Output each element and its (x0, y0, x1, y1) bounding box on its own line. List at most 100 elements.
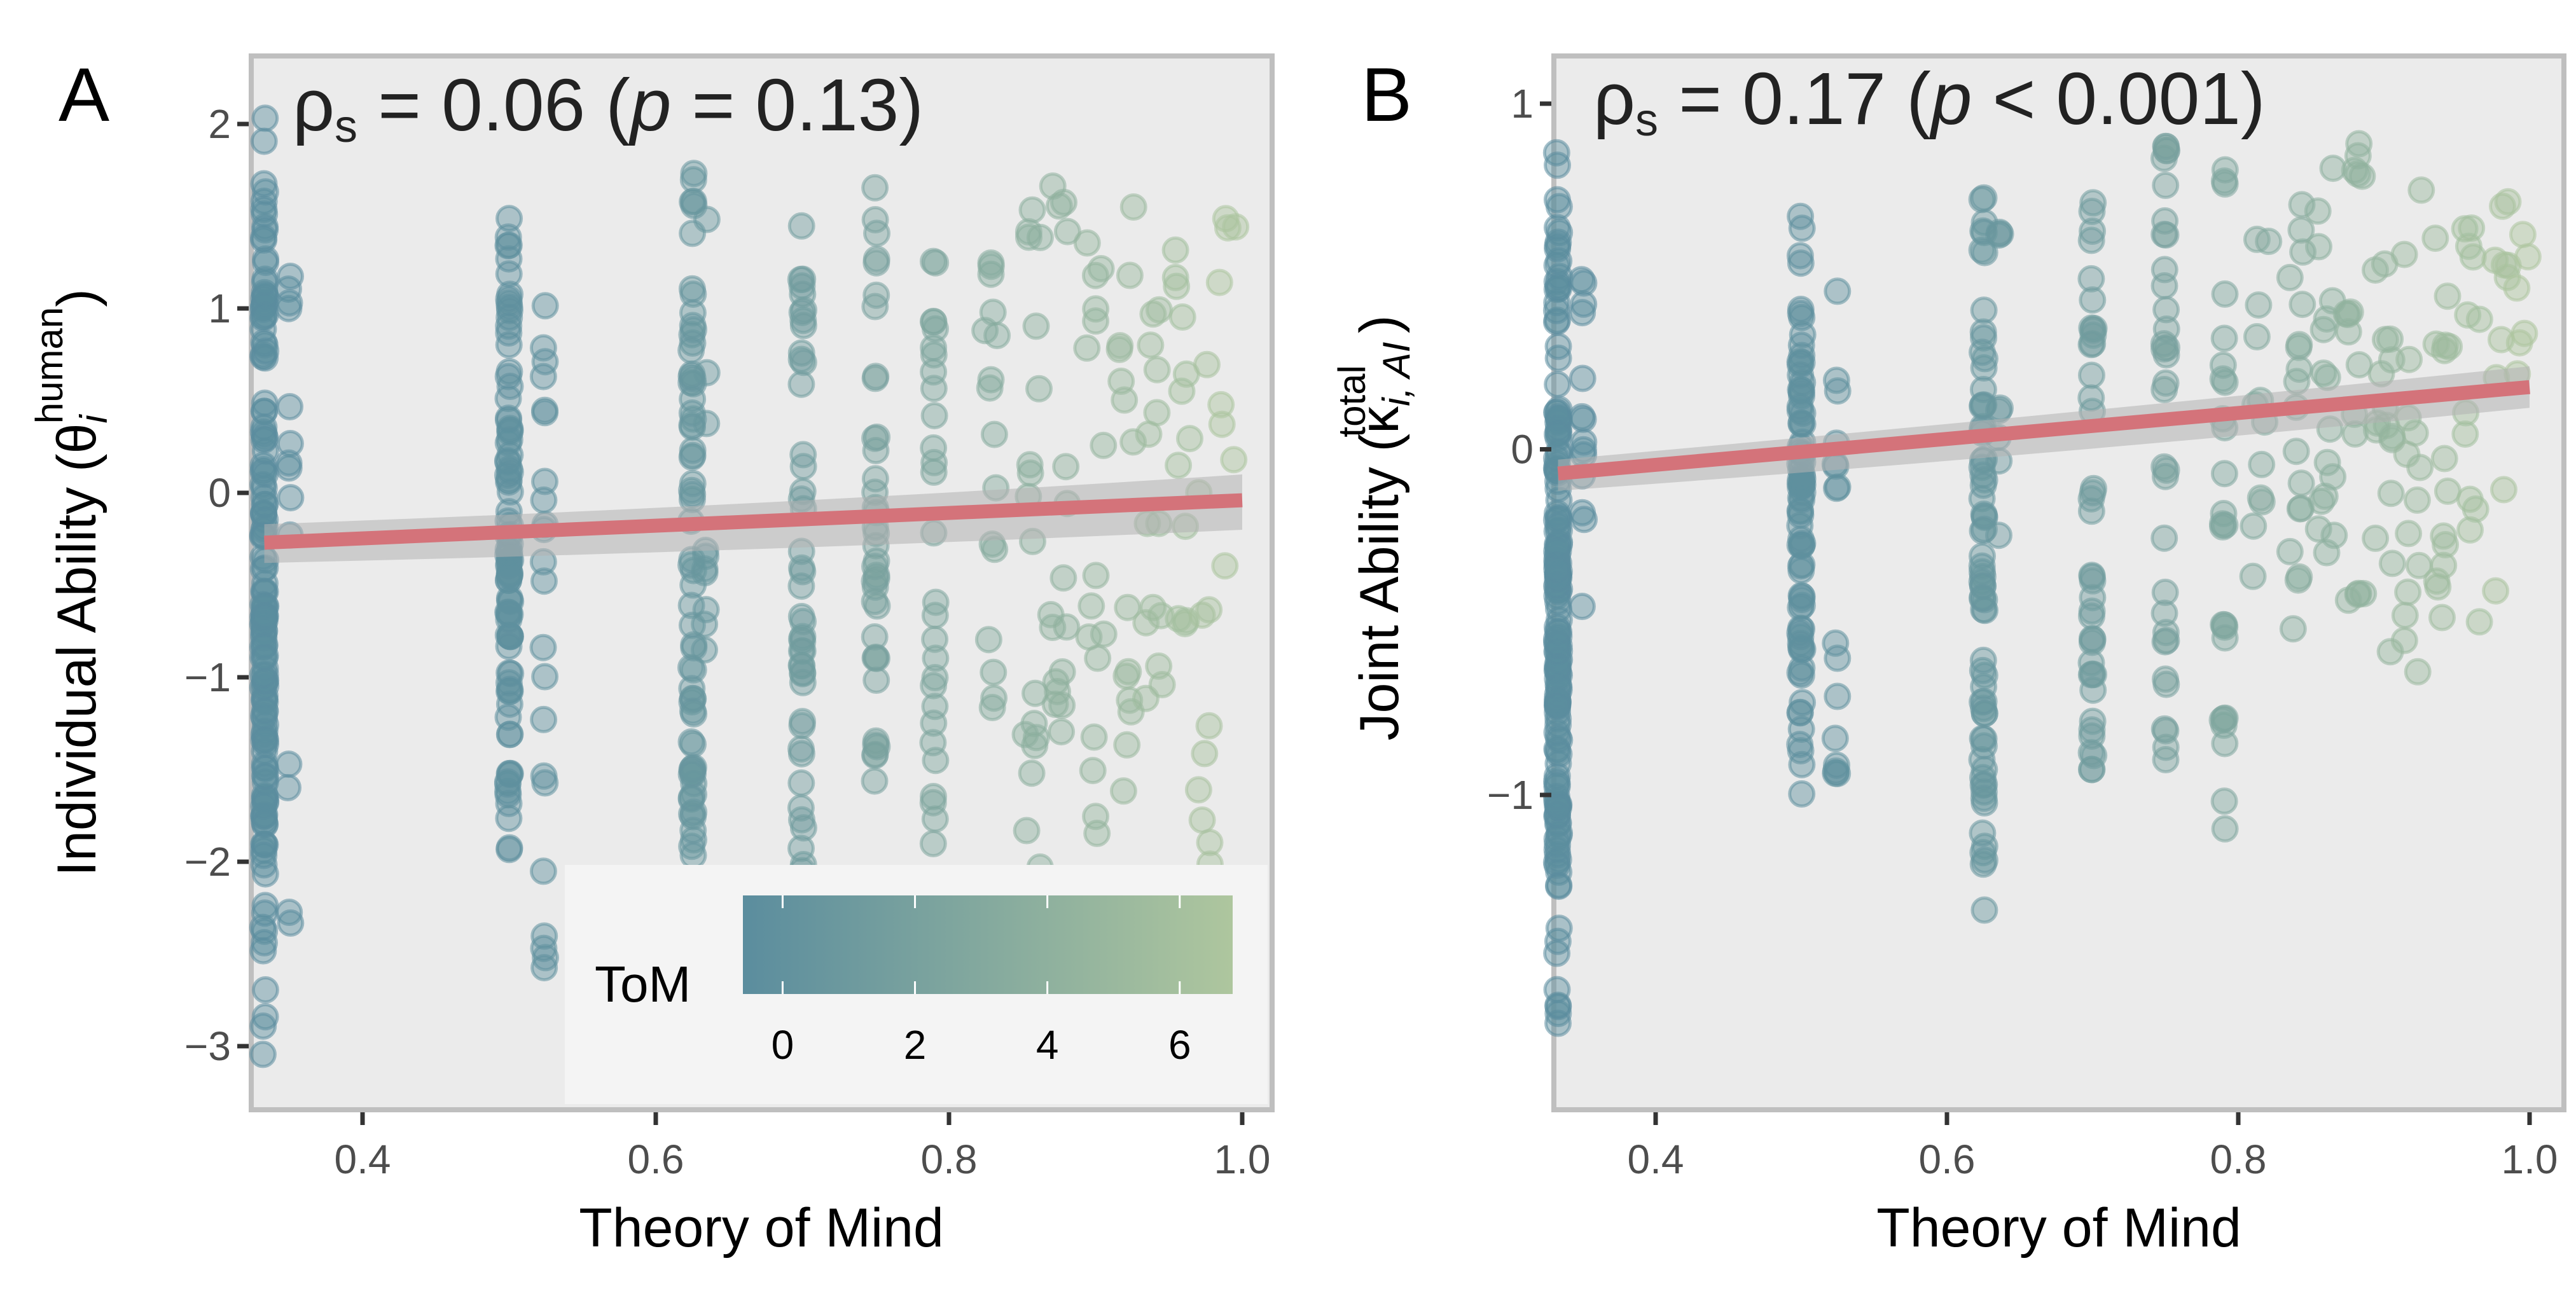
data-point (1196, 829, 1224, 857)
data-point (1543, 770, 1571, 798)
data-point (1786, 351, 1814, 378)
y-tick-label: −1 (1487, 772, 1534, 818)
data-point (1970, 515, 1998, 543)
data-point (2505, 329, 2533, 357)
data-point (1052, 453, 1080, 481)
data-point (1970, 725, 1998, 753)
data-point (2079, 189, 2107, 217)
data-point (862, 644, 890, 672)
data-point (2319, 155, 2347, 183)
data-point (1082, 307, 1110, 335)
data-point (921, 625, 949, 653)
y-tick-label: 2 (208, 101, 231, 147)
data-point (1222, 213, 1250, 241)
x-tick-label: 0.8 (2210, 1136, 2267, 1182)
data-point (2509, 221, 2537, 249)
y-tick-label: 1 (208, 286, 231, 331)
data-point (531, 399, 559, 427)
data-point (1569, 405, 1597, 433)
data-point (1090, 431, 1118, 459)
data-point (2077, 485, 2105, 513)
data-point (2282, 438, 2310, 466)
data-point (2150, 256, 2178, 284)
data-point (862, 281, 890, 309)
data-point (1165, 452, 1193, 480)
data-point (2394, 578, 2422, 606)
data-point (1970, 896, 1998, 924)
data-point (2423, 567, 2451, 595)
data-point (2152, 133, 2180, 160)
x-tick-label: 0.6 (1919, 1136, 1976, 1182)
data-point (2078, 716, 2106, 744)
colorbar (743, 895, 1233, 994)
data-point (693, 410, 721, 438)
data-point (680, 315, 707, 343)
data-point (920, 448, 948, 476)
data-point (693, 359, 721, 387)
data-point (495, 205, 523, 233)
data-point (2150, 524, 2178, 552)
data-point (2209, 351, 2237, 379)
data-point (1786, 531, 1814, 559)
data-point (679, 841, 707, 869)
data-point (691, 636, 718, 664)
data-point (981, 535, 1009, 563)
data-point (2150, 335, 2178, 363)
y-axis: 1 0 −1 (1487, 81, 1551, 818)
data-point (2152, 670, 2180, 698)
data-point (531, 292, 559, 320)
data-point (530, 954, 558, 982)
data-point (1077, 592, 1105, 620)
data-point (789, 307, 817, 335)
data-point (678, 275, 706, 303)
data-point (978, 694, 1006, 721)
data-point (1985, 521, 2012, 549)
data-point (250, 851, 278, 879)
data-point (920, 375, 948, 403)
data-point (2243, 225, 2271, 253)
data-point (2422, 330, 2450, 358)
data-point (863, 424, 891, 451)
data-point (531, 769, 559, 797)
data-point (1970, 184, 1998, 212)
data-point (1788, 750, 1816, 778)
data-point (1786, 698, 1814, 726)
data-point (1969, 656, 1997, 684)
data-point (1822, 629, 1850, 657)
data-point (977, 366, 1005, 394)
data-point (1786, 731, 1814, 759)
data-point (2432, 331, 2460, 359)
data-point (677, 336, 705, 364)
data-point (1544, 685, 1572, 713)
data-point (1172, 607, 1200, 635)
data-point (1544, 371, 1572, 398)
data-point (1106, 332, 1134, 360)
y-tick-label: 1 (1511, 81, 1534, 127)
data-point (277, 263, 304, 290)
y-tick-label: −2 (184, 839, 231, 885)
data-point (1079, 757, 1107, 785)
data-point (1970, 784, 1998, 812)
data-point (496, 478, 524, 506)
data-point (275, 750, 303, 778)
data-point (788, 806, 815, 834)
data-point (2376, 325, 2404, 353)
confidence-band (1557, 366, 2530, 491)
data-point (1132, 609, 1160, 637)
data-point (2289, 291, 2316, 319)
data-point (1788, 591, 1816, 619)
data-point (494, 362, 522, 390)
data-point (2430, 445, 2458, 473)
x-axis-title: Theory of Mind (1876, 1198, 2241, 1259)
regression-line (1557, 380, 2530, 481)
x-tick-label: 0.8 (921, 1136, 978, 1182)
data-point (1545, 873, 1573, 901)
data-point (251, 602, 279, 630)
data-point (1119, 193, 1147, 221)
data-point (861, 553, 889, 581)
data-point (861, 174, 889, 202)
data-point (977, 249, 1005, 277)
data-point (2079, 584, 2107, 612)
data-point (494, 770, 522, 798)
data-point (2210, 460, 2238, 488)
